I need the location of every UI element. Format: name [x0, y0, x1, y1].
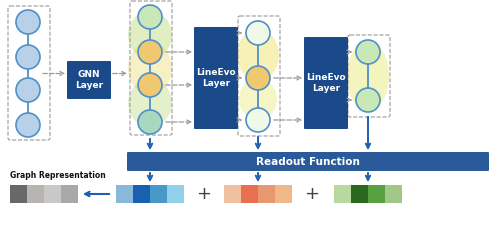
Circle shape: [246, 21, 270, 45]
Bar: [10, 185, 27, 203]
Circle shape: [356, 40, 380, 64]
Bar: [150, 185, 167, 203]
Bar: [385, 185, 402, 203]
FancyBboxPatch shape: [194, 27, 238, 129]
Circle shape: [16, 10, 40, 34]
Circle shape: [246, 108, 270, 132]
Text: GNN
Layer: GNN Layer: [75, 70, 103, 90]
Circle shape: [16, 113, 40, 137]
FancyBboxPatch shape: [304, 37, 348, 129]
Bar: [116, 185, 133, 203]
Text: LineEvo
Layer: LineEvo Layer: [306, 73, 346, 93]
Bar: [61, 185, 78, 203]
Circle shape: [356, 88, 380, 112]
Bar: [258, 185, 275, 203]
Circle shape: [138, 73, 162, 97]
Text: LineEvo
Layer: LineEvo Layer: [196, 68, 236, 88]
Ellipse shape: [347, 41, 389, 111]
Bar: [133, 185, 150, 203]
Ellipse shape: [128, 79, 172, 127]
Bar: [241, 185, 258, 203]
Bar: [44, 185, 61, 203]
Bar: [275, 185, 292, 203]
Circle shape: [138, 110, 162, 134]
Bar: [167, 185, 184, 203]
Ellipse shape: [239, 78, 277, 120]
Bar: [334, 185, 351, 203]
Text: +: +: [304, 185, 320, 203]
FancyBboxPatch shape: [67, 61, 111, 99]
Ellipse shape: [237, 29, 279, 81]
Ellipse shape: [128, 42, 172, 94]
FancyBboxPatch shape: [127, 152, 489, 171]
Bar: [351, 185, 368, 203]
Text: +: +: [196, 185, 212, 203]
Circle shape: [16, 45, 40, 69]
Ellipse shape: [128, 11, 172, 59]
Circle shape: [246, 66, 270, 90]
Text: Readout Function: Readout Function: [256, 157, 360, 167]
Circle shape: [138, 40, 162, 64]
Circle shape: [16, 78, 40, 102]
Bar: [224, 185, 241, 203]
Circle shape: [138, 5, 162, 29]
Bar: [27, 185, 44, 203]
Text: Graph Representation: Graph Representation: [10, 171, 106, 180]
Bar: [368, 185, 385, 203]
